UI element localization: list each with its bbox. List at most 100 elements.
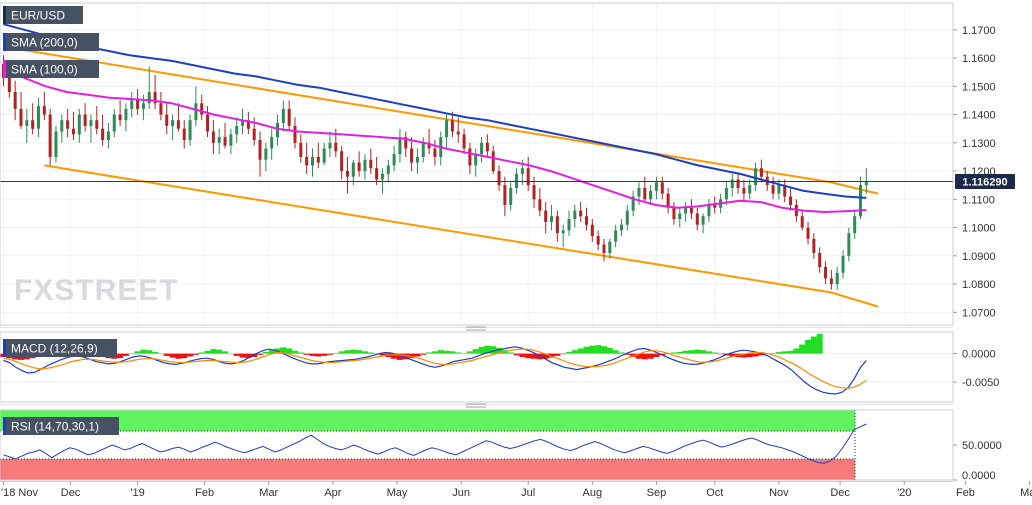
candle-body (281, 108, 285, 124)
candle-body (83, 114, 87, 126)
macd-histogram-bar (128, 353, 135, 355)
macd-histogram-bar (816, 333, 823, 354)
macd-histogram-bar (577, 348, 584, 354)
candle-body (182, 128, 186, 140)
macd-histogram-bar (560, 353, 567, 355)
candle (818, 247, 822, 273)
candle (340, 145, 344, 180)
candle-body (526, 168, 530, 186)
macd-histogram-bar (554, 353, 561, 356)
macd-histogram-bar (402, 353, 409, 360)
macd-histogram-bar (152, 351, 159, 354)
macd-histogram-bar (595, 345, 602, 354)
candle (730, 173, 734, 197)
sma100-label[interactable]: SMA (100,0) (3, 60, 99, 78)
price-tick-label: 1.1600 (962, 53, 996, 65)
symbol-text: EUR/USD (11, 9, 65, 23)
macd-histogram-bar (542, 353, 549, 359)
candle (847, 227, 851, 262)
candle-body (450, 120, 454, 132)
candle-body (625, 210, 629, 225)
candle-body (345, 171, 349, 177)
sma200-label[interactable]: SMA (200,0) (3, 33, 99, 51)
macd-histogram-bar (810, 336, 817, 354)
candle-body (410, 148, 414, 163)
candle-body (54, 131, 58, 157)
macd-histogram-bar (711, 352, 718, 354)
macd-histogram-bar (315, 353, 322, 357)
macd-histogram-bar (688, 350, 695, 354)
macd-histogram-bar (717, 353, 724, 355)
candle (573, 204, 577, 228)
candle (264, 142, 268, 172)
symbol-label[interactable]: EUR/USD (3, 6, 83, 24)
time-tick-label: Apr (324, 487, 341, 499)
panel-splitter-2[interactable] (0, 403, 953, 408)
macd-label[interactable]: MACD (12,26,9) (3, 339, 117, 357)
candle (223, 123, 227, 149)
rsi-tick-label: 50.0000 (962, 440, 1002, 452)
candle-body (141, 103, 145, 109)
candle-body (491, 151, 495, 172)
candle (404, 131, 408, 157)
candle-body (462, 134, 466, 149)
rsi-label[interactable]: RSI (14,70,30,1) (3, 417, 119, 435)
macd-histogram-bar (490, 346, 497, 354)
macd-histogram-bar (793, 348, 800, 354)
candle (351, 159, 355, 186)
candle-body (503, 185, 507, 205)
macd-histogram-bar (525, 353, 532, 359)
candle (66, 108, 70, 138)
macd-histogram-bar (455, 352, 462, 354)
candle-body (596, 236, 600, 245)
macd-histogram-bar (332, 353, 339, 354)
candle (281, 100, 285, 132)
signal-line (3, 348, 867, 389)
candle-body (812, 238, 816, 253)
price-axis: 1.17001.16001.15001.14001.13001.12001.11… (953, 25, 996, 319)
candle-body (468, 148, 472, 166)
time-tick-label: Sep (647, 487, 667, 499)
candle-body (433, 148, 437, 157)
sma100-line (2, 62, 867, 213)
candle-body (585, 216, 588, 225)
candle-body (550, 216, 554, 222)
candle (433, 139, 437, 166)
candle-body (660, 182, 664, 194)
macd-histogram-bar (222, 351, 229, 354)
candle (777, 179, 781, 200)
candle-body (206, 114, 210, 132)
candle (672, 202, 676, 225)
candle (246, 111, 250, 135)
candle (567, 210, 571, 237)
candle-body (520, 168, 524, 174)
candle (654, 176, 658, 200)
candle-body (742, 188, 746, 194)
candle (13, 80, 17, 121)
candle (445, 114, 449, 149)
panel-splitter-1[interactable] (0, 326, 953, 331)
candle (31, 103, 35, 135)
candle-body (532, 185, 536, 200)
candle-body (153, 91, 157, 104)
candle-body (398, 137, 402, 155)
candle (666, 188, 670, 214)
candle-body (509, 188, 513, 205)
candle-body (31, 120, 35, 129)
macd-histogram-bar (391, 353, 398, 359)
candle (305, 142, 309, 174)
macd-histogram-bar (548, 353, 555, 358)
macd-histogram-bar (326, 353, 333, 355)
candle (241, 108, 245, 135)
candle-body (112, 114, 116, 132)
macd-histogram-bar (216, 349, 223, 354)
candle-body (101, 128, 105, 140)
candle-body (66, 120, 70, 129)
candle (864, 168, 868, 194)
macd-plot-area (0, 332, 953, 402)
candle-body (841, 255, 845, 273)
candle (258, 131, 262, 177)
candle-body (614, 230, 618, 242)
candle-body (363, 159, 367, 172)
candle-body (118, 114, 122, 121)
